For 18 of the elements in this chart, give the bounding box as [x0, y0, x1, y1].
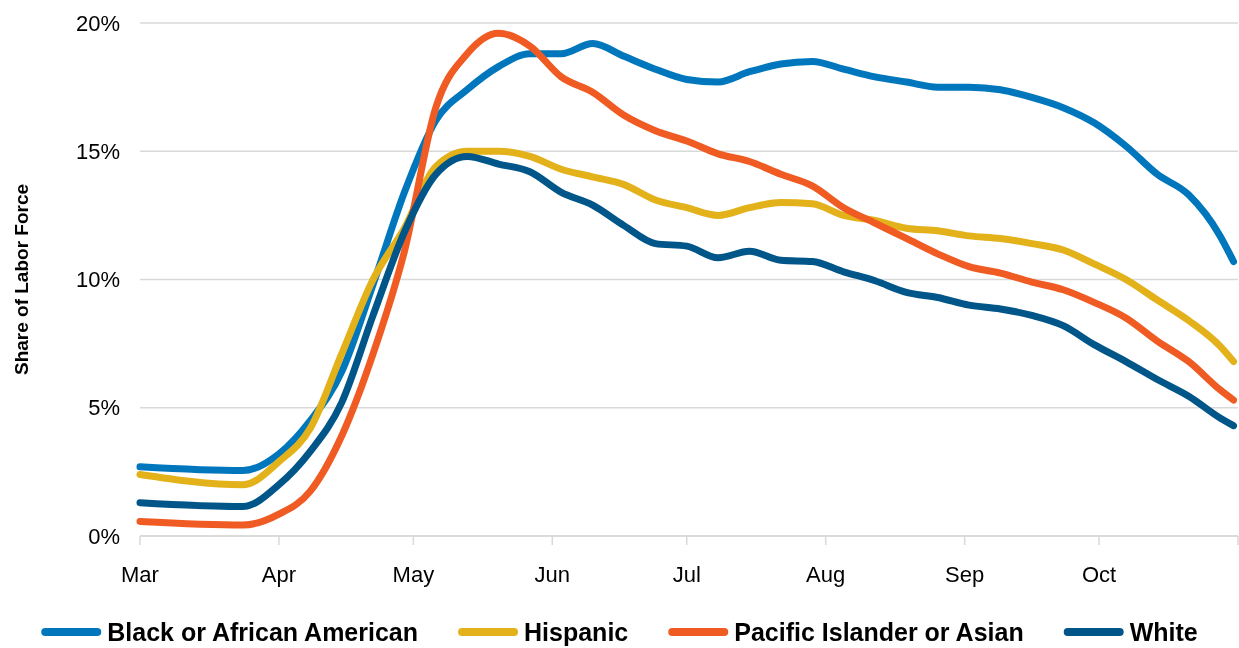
x-tick-label: Mar — [121, 562, 159, 587]
y-tick-label: 0% — [88, 523, 120, 549]
x-tick-label: Sep — [945, 562, 985, 587]
legend-label: Black or African American — [107, 617, 419, 646]
x-tick-label: Apr — [261, 562, 297, 587]
legend-label: White — [1129, 617, 1198, 646]
x-tick-label: Jul — [672, 562, 701, 587]
legend-label: Hispanic — [524, 617, 629, 646]
y-tick-label: 5% — [88, 395, 120, 421]
x-tick-label: Aug — [806, 562, 846, 587]
x-tick-label: May — [392, 562, 435, 587]
legend-label: Pacific Islander or Asian — [734, 617, 1024, 646]
y-tick-label: 15% — [75, 138, 120, 164]
y-axis-title: Share of Labor Force — [11, 183, 32, 376]
y-tick-label: 10% — [75, 267, 120, 293]
x-tick-label: Jun — [534, 562, 571, 587]
x-tick-label: Oct — [1081, 562, 1117, 587]
y-tick-label: 20% — [75, 10, 120, 36]
